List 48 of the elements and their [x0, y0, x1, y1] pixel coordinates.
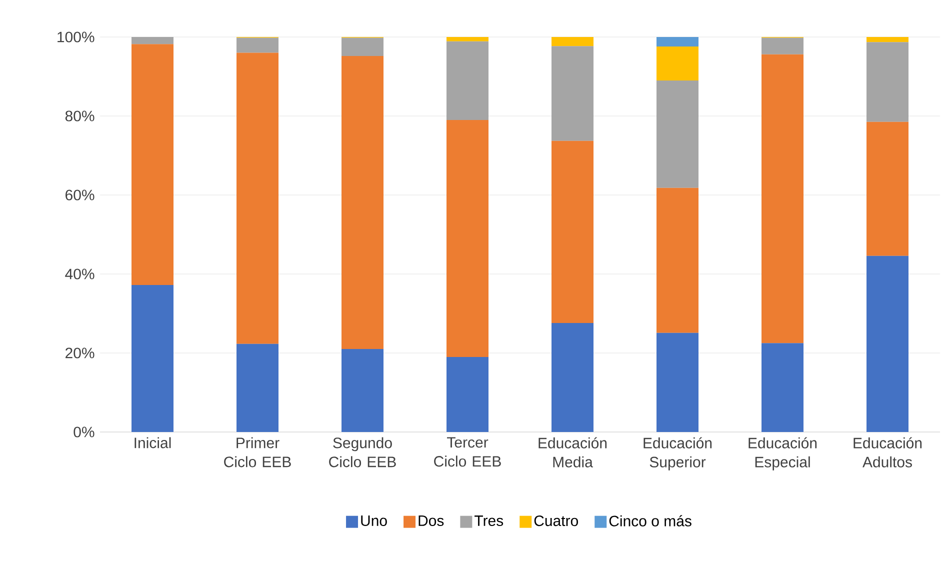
bar — [552, 36, 594, 46]
y-tick-label: 20% — [66, 348, 94, 358]
bar — [866, 36, 908, 42]
x-tick-label: Segundo Ciclo EEB — [329, 437, 396, 468]
bar — [656, 36, 698, 46]
bar — [132, 36, 174, 44]
bar — [236, 52, 278, 344]
bar — [132, 44, 174, 286]
x-tick-label: Educación Superior — [644, 437, 712, 470]
x-tick-label: Inicial — [134, 437, 171, 448]
legend-label: Cuatro — [534, 515, 578, 526]
bar — [552, 140, 594, 323]
y-tick-label: 80% — [65, 110, 94, 122]
bar — [342, 56, 384, 350]
y-tick-label: 100% — [58, 32, 94, 42]
bar — [656, 188, 698, 333]
bar — [762, 38, 804, 54]
y-tick-label: 60% — [66, 190, 94, 200]
x-tick-label: Educación Especial — [748, 437, 817, 470]
y-tick-label: 40% — [65, 268, 94, 280]
x-tick-label: Tercer Ciclo EEB — [434, 437, 501, 467]
bar — [446, 36, 488, 42]
bar — [866, 256, 908, 432]
bar — [656, 80, 698, 188]
bar — [132, 285, 174, 432]
x-tick-label: Educación Media — [538, 437, 607, 468]
bar — [552, 46, 594, 141]
legend-label: Cinco o más — [609, 515, 692, 526]
bar — [762, 343, 804, 432]
x-tick-label: Primer Ciclo EEB — [224, 437, 291, 468]
bar — [656, 332, 698, 432]
bar — [656, 46, 698, 80]
bar — [446, 120, 488, 357]
legend-label: Uno — [361, 516, 387, 526]
bar — [552, 322, 594, 432]
legend-label: Tres — [474, 516, 504, 526]
bar — [762, 54, 804, 344]
x-tick-label: Educación Adultos — [854, 437, 922, 468]
bar — [446, 356, 488, 432]
bar — [236, 344, 278, 432]
legend-label: Dos — [418, 516, 444, 526]
bar — [866, 42, 908, 122]
bar — [866, 122, 908, 256]
bar — [446, 41, 488, 120]
y-tick-label: 0% — [74, 426, 94, 438]
bar — [342, 38, 384, 56]
bar — [236, 38, 278, 53]
bar — [342, 349, 384, 432]
